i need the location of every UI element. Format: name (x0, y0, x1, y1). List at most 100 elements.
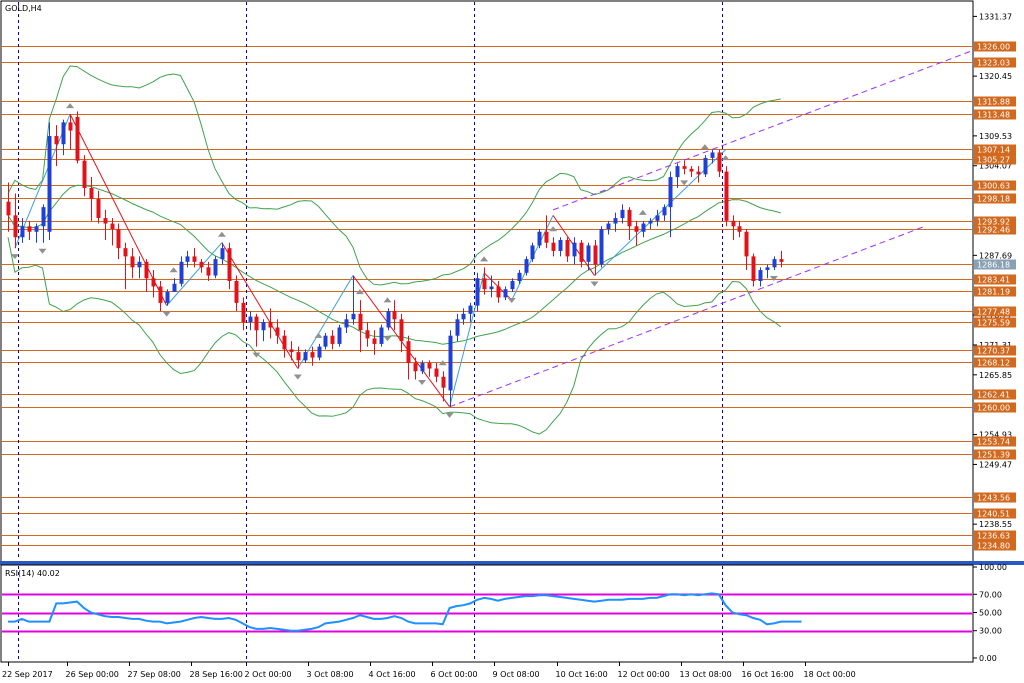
time-tick-label: 13 Oct 08:00 (680, 670, 732, 679)
price-tick-label: 1249.47 (979, 460, 1012, 469)
level-label: 1260.00 (977, 404, 1010, 413)
price-tick-label: 1287.69 (979, 251, 1012, 260)
candle-body-bull (461, 313, 466, 320)
candle-body-bear (544, 231, 549, 243)
candle-body-bull (675, 166, 680, 178)
candle-body-bear (751, 256, 756, 281)
candle-body-bull (448, 335, 453, 391)
fractal-markers (10, 103, 778, 418)
main-panel: GOLD,H4 (0, 0, 974, 563)
price-tick-label: 1331.37 (979, 12, 1012, 21)
time-tick-label: 22 Sep 2017 (2, 670, 53, 679)
candle-body-bear (151, 278, 156, 287)
symbol-label: GOLD,H4 (5, 4, 42, 13)
fractal-down-arrow (418, 380, 426, 385)
candle-body-bull (165, 291, 170, 303)
price-axis: 1331.371320.451309.531304.071287.691276.… (972, 1, 1016, 562)
level-label: 1268.12 (977, 359, 1010, 368)
time-tick-label: 18 Oct 00:00 (804, 670, 856, 679)
candle-body-bull (344, 319, 349, 328)
candle-body-bull (572, 242, 577, 257)
price-tick-label: 1309.53 (979, 132, 1012, 141)
level-label: 1300.63 (977, 182, 1010, 191)
candle-body-bear (358, 313, 363, 331)
candle-body-bear (634, 226, 639, 232)
candle-body-bear (427, 363, 432, 369)
candle-body-bear (372, 338, 377, 344)
candle-body-bull (586, 245, 591, 262)
level-label-box (974, 357, 1016, 368)
time-axis: 22 Sep 2017 26 Sep 00:00 27 Sep 08:00 28 Se… (1, 661, 973, 679)
candle-body-bear (89, 188, 94, 199)
candle-body-bull (455, 319, 460, 336)
level-label-box (974, 224, 1016, 235)
rsi-tick-label: 100.00 (979, 563, 1007, 572)
level-label: 1315.88 (977, 98, 1010, 107)
fractal-up-arrow (549, 226, 558, 232)
candle-body-bull (34, 226, 39, 232)
level-label-box (974, 389, 1016, 400)
candle-body-bull (47, 136, 52, 232)
candle-body-bull (655, 215, 660, 221)
candle-body-bull (213, 259, 218, 276)
band-lower (7, 237, 782, 435)
fractal-up-arrow (355, 289, 364, 295)
time-tick-label: 6 Oct 00:00 (431, 670, 478, 679)
level-label-box (974, 492, 1016, 503)
candle-body-bull (489, 286, 494, 290)
level-label-box (974, 154, 1016, 165)
candle-body-bear (192, 256, 197, 262)
candle-body-bear (689, 168, 694, 172)
candle-body-bear (227, 248, 232, 281)
candle-body-bear (268, 322, 273, 328)
level-label-box (974, 317, 1016, 328)
level-label: 1292.46 (977, 226, 1010, 235)
fractal-up-arrow (438, 360, 447, 366)
rsi-period-separators (18, 566, 723, 661)
candle-body-bear (392, 311, 397, 320)
candle-body-bull (517, 272, 522, 281)
candle-body-bear (27, 226, 32, 232)
candle-body-bull (179, 261, 184, 284)
candle-body-bull (61, 122, 66, 145)
candle-body-bear (441, 376, 446, 388)
period-separators (18, 2, 723, 560)
fractal-up-arrow (383, 297, 392, 303)
level-label-box (974, 57, 1016, 68)
bollinger-bands (7, 65, 782, 435)
rsi-tick-label: 0.00 (979, 654, 997, 663)
candle-body-bull (510, 281, 515, 290)
level-label: 1293.92 (977, 218, 1010, 227)
candle-body-bear (96, 198, 101, 219)
fractal-up-arrow (217, 231, 226, 237)
horizontal-levels (2, 46, 972, 546)
candle-body-bear (254, 316, 259, 331)
candle-body-bull (524, 259, 529, 273)
level-label-box (974, 41, 1016, 52)
candle-body-bull (337, 327, 342, 344)
candle-body-bear (737, 226, 742, 232)
price-axis-ticks: 1331.371320.451309.531304.071287.691276.… (973, 12, 1012, 529)
candle-body-bull (420, 363, 425, 372)
candle-body-bear (275, 327, 280, 336)
candle-body-bull (20, 226, 25, 238)
level-label-box (974, 216, 1016, 227)
level-price-labels: 1326.00 1323.03 1315.88 1313.48 1307.141305.… (974, 41, 1016, 551)
candle-body-bull (468, 305, 473, 314)
time-tick-label: 28 Sep 16:00 (190, 670, 243, 679)
fractal-down-arrow (162, 311, 171, 317)
candle-body-bull (648, 220, 653, 224)
time-tick-label: 12 Oct 00:00 (618, 670, 670, 679)
candle-body-bear (579, 242, 584, 262)
candle-body-bear (779, 259, 784, 262)
candle-body-bear (144, 261, 149, 279)
candle-body-bear (282, 335, 287, 350)
level-label-box (974, 508, 1016, 519)
candle-body-bull (248, 316, 253, 323)
time-tick-label: 16 Oct 16:00 (742, 670, 794, 679)
time-tick-label: 3 Oct 08:00 (307, 670, 354, 679)
fractal-up-arrow (480, 256, 489, 262)
level-label: 1281.19 (977, 288, 1010, 297)
fractal-down-arrow (590, 281, 599, 287)
